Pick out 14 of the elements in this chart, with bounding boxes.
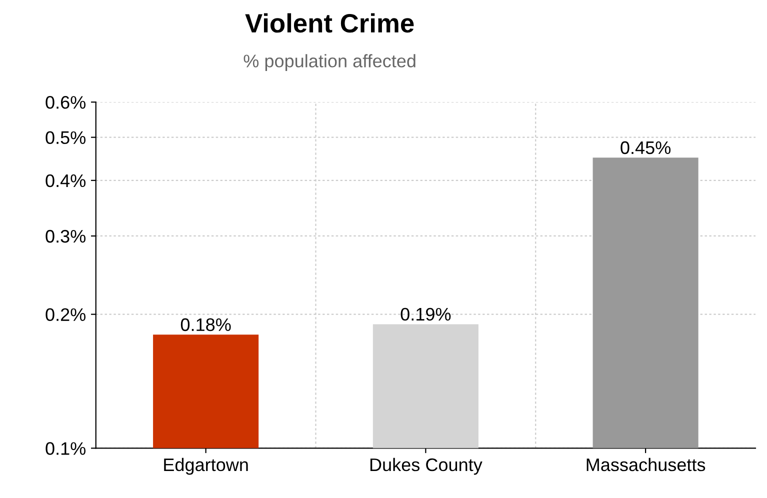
y-tick-label: 0.1% xyxy=(46,442,86,455)
data-label: 0.19% xyxy=(400,308,451,321)
y-tick-label: 0.3% xyxy=(46,230,86,243)
y-tick-label: 0.4% xyxy=(46,174,86,188)
y-tick-label: 0.6% xyxy=(46,96,86,109)
y-tick-label: 0.2% xyxy=(46,308,86,322)
data-label: 0.45% xyxy=(620,141,671,154)
x-tick-label: Edgartown xyxy=(164,458,248,475)
chart-title: Violent Crime xyxy=(245,13,414,33)
x-tick-label: Dukes County xyxy=(370,458,482,475)
y-tick-label: 0.5% xyxy=(46,131,86,144)
data-label: 0.18% xyxy=(180,318,231,332)
chart-subtitle: % population affected xyxy=(244,54,416,71)
x-tick-label: Massachusetts xyxy=(586,458,706,472)
